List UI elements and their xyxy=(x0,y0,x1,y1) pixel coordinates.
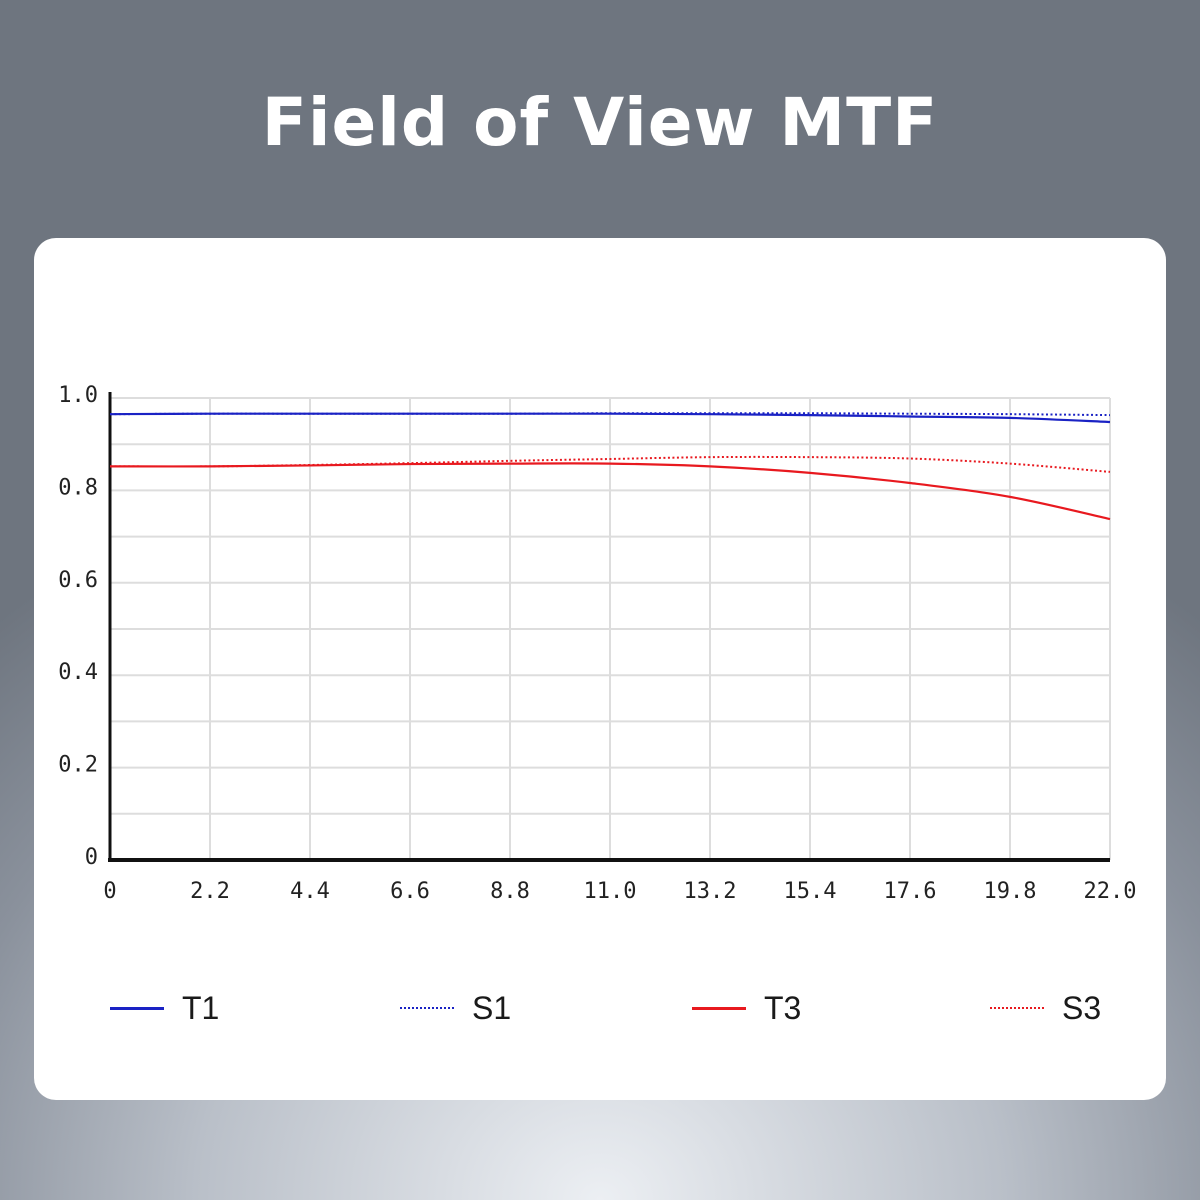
y-tick-label: 0.4 xyxy=(58,660,98,685)
legend-swatch xyxy=(990,1007,1044,1009)
legend-swatch xyxy=(692,1006,746,1010)
page-title: Field of View MTF xyxy=(261,84,939,161)
legend-swatch xyxy=(400,1007,454,1009)
legend-item-t1: T1 xyxy=(110,980,219,1036)
y-tick-label: 0.2 xyxy=(58,753,98,778)
legend: T1 S1 T3 S3 xyxy=(0,980,1200,1036)
legend-item-s3: S3 xyxy=(990,980,1101,1036)
y-tick-label: 0 xyxy=(85,845,98,870)
y-tick-label: 0.8 xyxy=(58,475,98,500)
y-tick-label: 1.0 xyxy=(58,383,98,408)
x-tick-label: 4.4 xyxy=(290,879,330,904)
legend-item-s1: S1 xyxy=(400,980,511,1036)
legend-label: T3 xyxy=(764,989,802,1026)
grid-lines xyxy=(110,397,1111,860)
series-line-s3 xyxy=(109,455,1111,473)
x-tick-label: 19.8 xyxy=(984,879,1037,904)
x-tick-label: 0 xyxy=(103,879,116,904)
x-tick-label: 8.8 xyxy=(490,879,530,904)
x-tick-label: 13.2 xyxy=(684,879,737,904)
series-lines xyxy=(109,412,1111,521)
legend-item-t3: T3 xyxy=(692,980,801,1036)
legend-label: S3 xyxy=(1062,989,1102,1026)
mtf-chart: 0 2.2 4.4 6.6 8.8 11.0 13.2 15.4 17.6 19.8 22.0 0 0.… xyxy=(58,383,1136,904)
y-tick-label: 0.6 xyxy=(58,568,98,593)
x-tick-label: 6.6 xyxy=(390,879,430,904)
series-line-s1 xyxy=(109,412,1111,417)
chart-card: 0 2.2 4.4 6.6 8.8 11.0 13.2 15.4 17.6 19.8 22.0 0 0.… xyxy=(34,238,1166,1100)
x-tick-label: 2.2 xyxy=(190,879,230,904)
legend-label: S1 xyxy=(472,989,512,1026)
series-line-t3 xyxy=(109,462,1111,521)
x-tick-label: 11.0 xyxy=(584,879,637,904)
x-tick-label: 22.0 xyxy=(1084,879,1137,904)
x-tick-label: 17.6 xyxy=(884,879,937,904)
legend-label: T1 xyxy=(182,989,220,1026)
legend-swatch xyxy=(110,1006,164,1010)
tick-labels: 0 2.2 4.4 6.6 8.8 11.0 13.2 15.4 17.6 19.8 22.0 0 0.… xyxy=(58,383,1136,904)
x-tick-label: 15.4 xyxy=(784,879,837,904)
axes xyxy=(108,392,1110,862)
